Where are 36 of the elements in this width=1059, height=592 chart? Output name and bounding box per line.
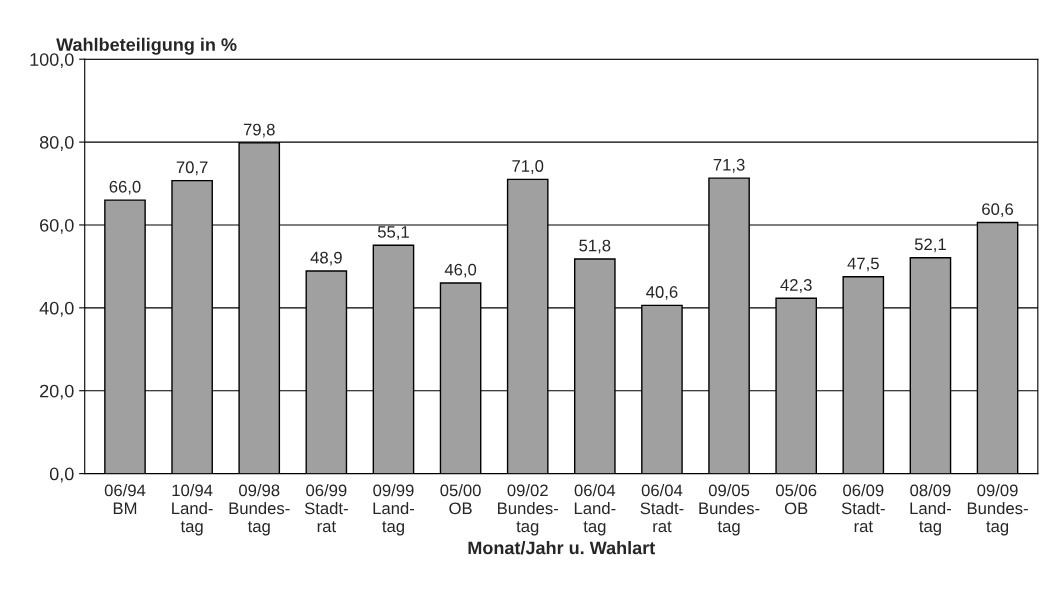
- x-tick-label: 06/04 Land- tag: [574, 484, 616, 536]
- data-label: 48,9: [310, 251, 342, 266]
- x-tick-label: 05/06 OB: [775, 484, 817, 515]
- data-label: 40,6: [646, 286, 678, 300]
- data-label: 71,3: [713, 158, 745, 173]
- y-tick-label: 100,0: [30, 53, 74, 69]
- x-tick-label: 06/99 Stadt- rat: [304, 484, 348, 533]
- data-label: 42,3: [780, 279, 812, 293]
- y-tick-label: 80,0: [39, 136, 74, 151]
- x-tick-label: 06/94 BM: [104, 484, 146, 515]
- x-axis-title: Monat/Jahr u. Wahlart: [468, 541, 656, 555]
- data-label: 51,8: [579, 239, 611, 254]
- x-tick-label: 06/09 Stadt- rat: [841, 484, 885, 533]
- x-tick-label: 10/94 Land- tag: [172, 484, 213, 536]
- data-label: 71,0: [512, 160, 544, 174]
- data-label: 55,1: [377, 226, 409, 240]
- y-tick-label: 0,0: [49, 467, 74, 483]
- x-tick-label: 08/09 Land- tag: [910, 484, 951, 536]
- data-label: 47,5: [847, 257, 879, 272]
- data-label: 46,0: [444, 263, 477, 278]
- x-tick-label: 09/99 Land- tag: [373, 484, 415, 536]
- data-label: 52,1: [914, 238, 946, 253]
- data-label: 60,6: [982, 203, 1014, 217]
- data-label: 79,8: [243, 123, 275, 138]
- x-tick-label: 06/04 Stadt- rat: [640, 484, 684, 533]
- x-tick-label: 09/02 Bundes- tag: [498, 484, 559, 536]
- data-label: 70,7: [176, 161, 208, 176]
- data-label: 66,0: [109, 180, 141, 195]
- x-tick-label: 09/09 Bundes- tag: [967, 484, 1028, 536]
- y-tick-label: 60,0: [40, 218, 74, 234]
- x-tick-label: 09/05 Bundes- tag: [699, 484, 760, 536]
- chart-title: Wahlbeteiligung in %: [56, 37, 237, 55]
- x-tick-label: 09/98 Bundes- tag: [229, 484, 290, 536]
- x-tick-label: 05/00 OB: [440, 484, 481, 515]
- y-tick-label: 20,0: [40, 384, 74, 400]
- y-tick-label: 40,0: [39, 301, 74, 317]
